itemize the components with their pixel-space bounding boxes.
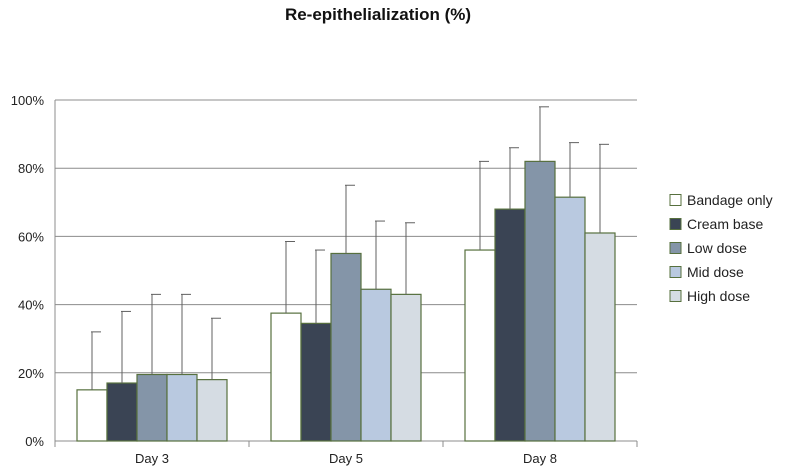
bar — [584, 232, 616, 442]
bar — [196, 379, 228, 442]
y-tick-label: 60% — [18, 229, 44, 244]
bars — [76, 160, 616, 442]
bar — [464, 249, 496, 442]
legend-swatch — [669, 218, 682, 230]
bar — [554, 196, 586, 442]
legend-label: Bandage only — [687, 192, 773, 208]
bar — [360, 288, 392, 442]
bar — [76, 389, 108, 442]
chart-title: Re-epithelialization (%) — [285, 5, 471, 24]
bar — [524, 160, 556, 442]
y-tick-label: 0% — [25, 434, 44, 449]
error-bars — [91, 106, 609, 390]
x-tick-label: Day 3 — [135, 451, 169, 466]
legend-swatch — [669, 266, 682, 278]
bar — [270, 312, 302, 442]
tick-labels: 0% 20% 40% 60% 80% 100% Day 3 Day 5 Day 8 — [11, 93, 557, 466]
bar — [390, 293, 422, 442]
legend-label: Mid dose — [687, 264, 744, 280]
bar — [300, 322, 332, 442]
bar — [136, 373, 168, 442]
y-tick-label: 100% — [11, 93, 45, 108]
legend-swatch — [669, 242, 682, 254]
legend: Bandage only Cream base Low dose Mid dose Hi… — [669, 192, 773, 304]
legend-label: Cream base — [687, 216, 763, 232]
legend-label: High dose — [687, 288, 750, 304]
x-tick-label: Day 5 — [329, 451, 363, 466]
y-tick-label: 80% — [18, 161, 44, 176]
legend-label: Low dose — [687, 240, 747, 256]
bar — [106, 382, 138, 442]
y-tick-label: 20% — [18, 366, 44, 381]
legend-swatch — [669, 290, 682, 302]
bar — [494, 208, 526, 442]
legend-swatch — [669, 194, 682, 206]
bar — [330, 252, 362, 442]
y-tick-label: 40% — [18, 298, 44, 313]
x-tick-label: Day 8 — [523, 451, 557, 466]
bar — [166, 373, 198, 442]
